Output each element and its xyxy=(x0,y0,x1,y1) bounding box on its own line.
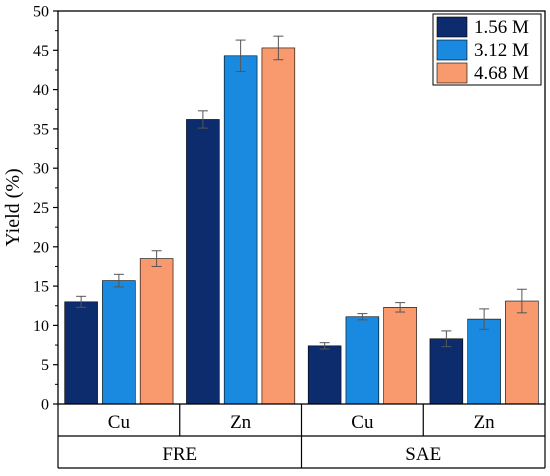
y-tick-label: 35 xyxy=(33,121,49,138)
plot-marks xyxy=(64,35,539,405)
x-category-label: Cu xyxy=(108,412,131,433)
legend-label: 1.56 M xyxy=(474,17,529,38)
x-group-label: SAE xyxy=(405,444,441,465)
axis-layer: 0 5 10 15 20 25 30 35 40 45 50 Cu Zn Cu Zn FRE SAE xyxy=(33,4,546,469)
legend-swatch xyxy=(436,62,468,84)
legend-swatch xyxy=(436,16,468,38)
y-tick-label: 40 xyxy=(33,82,49,99)
legend-label: 3.12 M xyxy=(474,40,529,61)
bar xyxy=(261,47,296,405)
y-tick-label: 45 xyxy=(33,43,49,60)
bar xyxy=(383,307,417,405)
y-axis-title: Yield (%) xyxy=(2,168,24,246)
bar xyxy=(505,300,539,405)
bar xyxy=(139,258,174,405)
y-tick-label: 5 xyxy=(41,357,49,374)
bar xyxy=(64,301,98,405)
x-category-label: Zn xyxy=(230,412,252,433)
bar xyxy=(102,280,136,405)
bar xyxy=(307,345,342,405)
y-tick-label: 15 xyxy=(33,279,49,296)
x-group-label: FRE xyxy=(162,444,197,465)
y-tick-label: 10 xyxy=(33,318,49,335)
y-tick-label: 25 xyxy=(33,200,49,217)
y-tick-label: 50 xyxy=(33,4,49,21)
bar xyxy=(223,55,258,405)
legend-swatch xyxy=(436,39,468,61)
y-tick-label: 30 xyxy=(33,161,49,178)
bar xyxy=(429,338,464,405)
x-category-label: Zn xyxy=(474,412,496,433)
legend: 1.56 M3.12 M4.68 M xyxy=(432,13,542,86)
legend-label: 4.68 M xyxy=(474,63,529,84)
y-tick-label: 0 xyxy=(41,397,49,414)
x-category-label: Cu xyxy=(351,412,374,433)
y-tick-label: 20 xyxy=(33,239,49,256)
bar xyxy=(186,119,220,405)
bar xyxy=(467,318,501,405)
bar xyxy=(345,316,380,405)
